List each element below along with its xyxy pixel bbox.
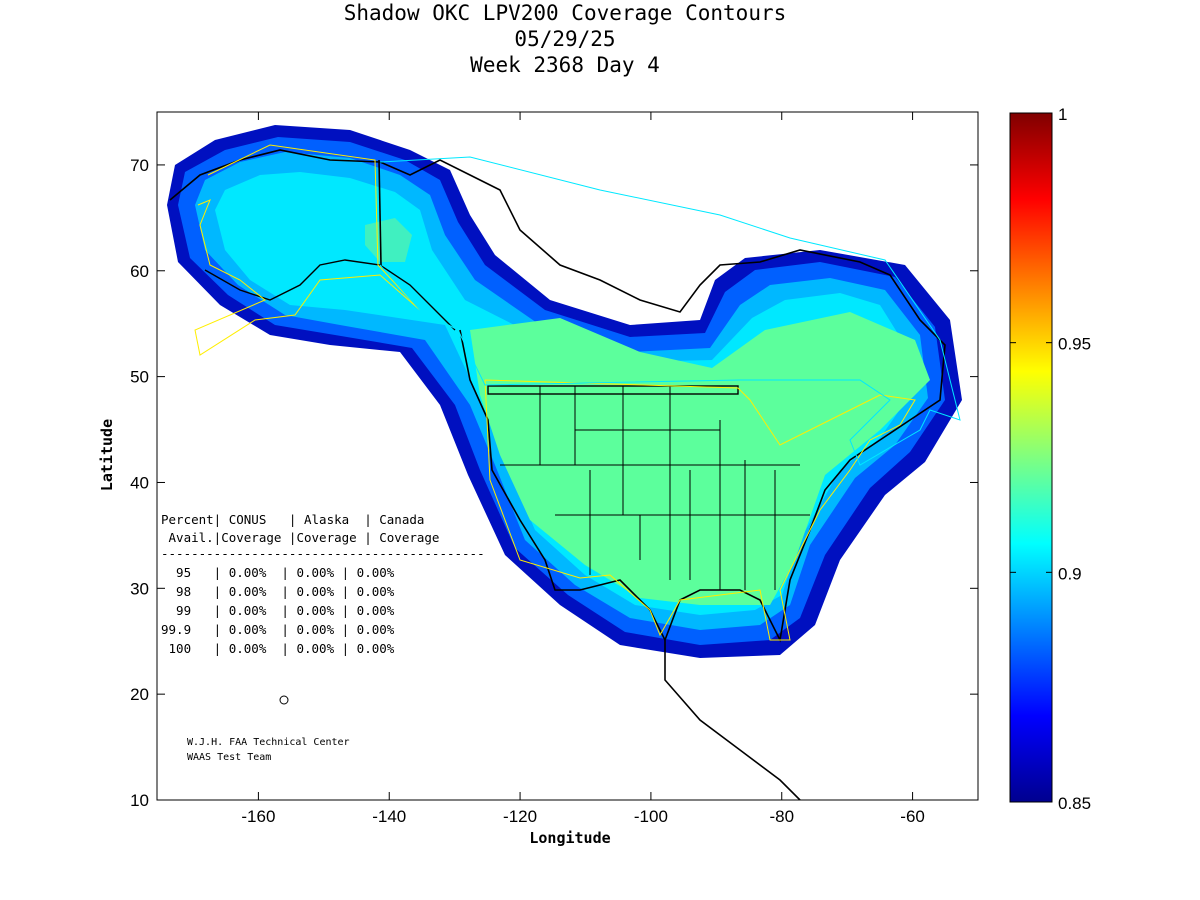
y-axis-label: Latitude	[98, 419, 116, 491]
hawaii-island	[279, 695, 289, 705]
x-tick-label: -60	[900, 807, 925, 826]
state-lines-grid	[500, 386, 810, 590]
canada-boundary-cyan	[379, 156, 961, 466]
chart-title-line1: Shadow OKC LPV200 Coverage Contours	[343, 1, 787, 25]
coastline	[169, 149, 946, 800]
colorbar-tick-label: 0.9	[1058, 564, 1082, 583]
alaska-boundary-yellow	[194, 144, 421, 356]
colorbar-tick-label: 0.85	[1058, 794, 1091, 813]
colorbar-tick-label: 1	[1058, 105, 1067, 124]
credit-line-1: W.J.H. FAA Technical Center	[187, 737, 350, 748]
waas-service-boundary-yellow	[484, 379, 916, 641]
colorbar	[1009, 112, 1053, 803]
conus-border	[487, 385, 739, 395]
x-tick-label: -120	[503, 807, 537, 826]
coastline-alaska-south	[204, 259, 456, 331]
plot-frame	[156, 111, 979, 801]
x-tick-label: -100	[634, 807, 668, 826]
table-row: 95 | 0.00% | 0.00% | 0.00%	[161, 565, 395, 580]
table-row: 99.9 | 0.00% | 0.00% | 0.00%	[161, 622, 395, 637]
y-tick-label: 60	[130, 262, 149, 281]
colorbar-tick-label: 0.95	[1058, 335, 1091, 354]
credit-line-2: WAAS Test Team	[187, 752, 271, 763]
table-header-1: Percent| CONUS | Alaska | Canada	[161, 512, 424, 527]
y-tick-label: 30	[130, 579, 149, 598]
table-header-2: Avail.|Coverage |Coverage | Coverage	[161, 530, 439, 545]
y-tick-label: 10	[130, 791, 149, 810]
y-tick-label: 70	[130, 156, 149, 175]
y-axis: 10 20 30 40 50 60 70	[130, 156, 978, 810]
chart-title-line2: 05/29/25	[514, 27, 616, 51]
table-rule: ----------------------------------------…	[161, 546, 485, 561]
coverage-table: Percent| CONUS | Alaska | Canada Avail.|…	[161, 512, 485, 656]
x-axis-label: Longitude	[529, 829, 610, 847]
coverage-contour-091	[470, 312, 930, 605]
x-tick-label: -80	[769, 807, 794, 826]
x-tick-label: -160	[241, 807, 275, 826]
alaska-border	[378, 159, 382, 266]
table-row: 98 | 0.00% | 0.00% | 0.00%	[161, 584, 395, 599]
coastline-west	[459, 329, 666, 641]
table-row: 99 | 0.00% | 0.00% | 0.00%	[161, 603, 395, 618]
chart-title-line3: Week 2368 Day 4	[470, 53, 660, 77]
colorbar-ticks: 0.85 0.9 0.95 1	[1010, 105, 1091, 813]
x-axis: -160 -140 -120 -100 -80 -60	[241, 112, 925, 826]
y-tick-label: 20	[130, 685, 149, 704]
table-row: 100 | 0.00% | 0.00% | 0.00%	[161, 641, 395, 656]
y-tick-label: 50	[130, 368, 149, 387]
y-tick-label: 40	[130, 473, 149, 492]
x-tick-label: -140	[372, 807, 406, 826]
